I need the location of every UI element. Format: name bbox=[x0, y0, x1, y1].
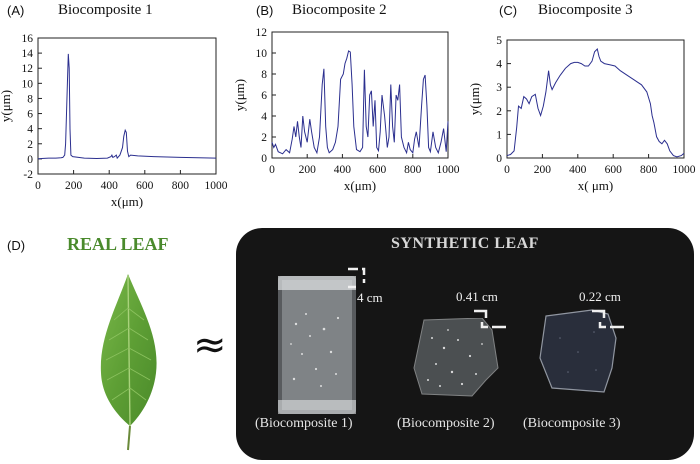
x-tick-label: 1000 bbox=[673, 164, 696, 176]
y-tick-label: 4 bbox=[261, 111, 267, 123]
panel-a-label: (A) bbox=[7, 3, 25, 18]
synthetic-leaf-title: SYNTHETIC LEAF bbox=[391, 235, 539, 252]
y-tick-label: 4 bbox=[496, 59, 502, 71]
x-tick-label: 1000 bbox=[205, 180, 228, 192]
profile-chart-biocomposite-1: 0 200 400 600 800 1000-20246810121416x(μm)y(μ… bbox=[0, 33, 228, 209]
y-tick-label: 8 bbox=[27, 93, 33, 105]
y-axis-label: y(μm) bbox=[232, 79, 247, 111]
x-tick-label: 400 bbox=[569, 164, 587, 176]
y-tick-label: 3 bbox=[496, 82, 502, 94]
scale-marker-1 bbox=[348, 267, 366, 289]
y-tick-label: 2 bbox=[496, 106, 502, 118]
y-tick-label: 4 bbox=[27, 124, 33, 136]
panel-b-label: (B) bbox=[256, 3, 274, 18]
y-tick-label: 1 bbox=[496, 129, 502, 141]
profile-chart-biocomposite-3: 0 200 400 600 800 1000 0 1 2 3 4 5 x( μm) y(μm) bbox=[467, 35, 696, 193]
x-tick-label: 600 bbox=[136, 180, 154, 192]
y-tick-label: 16 bbox=[22, 33, 34, 45]
x-tick-label: 400 bbox=[101, 180, 119, 192]
y-tick-label: 0 bbox=[261, 153, 267, 165]
y-tick-label: 12 bbox=[22, 63, 34, 75]
x-axis-label: x(μm) bbox=[344, 178, 376, 193]
biocomposite-2-dimension: 0.41 cm bbox=[456, 289, 498, 304]
x-tick-label: 800 bbox=[404, 164, 422, 176]
x-tick-label: 800 bbox=[640, 164, 658, 176]
x-tick-label: 0 bbox=[35, 180, 41, 192]
synthetic-leaf-photo: SYNTHETIC LEAF 4 cm 0.41 cm bbox=[236, 228, 694, 460]
panel-a-title: Biocomposite 1 bbox=[58, 2, 153, 18]
x-axis-label: x(μm) bbox=[111, 194, 143, 209]
panel-b-title: Biocomposite 2 bbox=[292, 2, 387, 18]
plot-frame bbox=[37, 37, 217, 175]
profile-chart-biocomposite-2: 0 200 400 600 800 1000 0 2 4 6 8 10 12 x(μm) y(μm) bbox=[232, 27, 460, 193]
y-tick-label: 0 bbox=[27, 154, 33, 166]
panel-c-label: (C) bbox=[499, 3, 518, 18]
panel-d-label: (D) bbox=[7, 238, 26, 253]
y-axis-label: y(μm) bbox=[0, 90, 13, 122]
y-tick-label: 2 bbox=[261, 132, 267, 144]
x-tick-label: 200 bbox=[65, 180, 83, 192]
scale-marker-2 bbox=[474, 309, 506, 329]
biocomposite-1-sample bbox=[278, 276, 356, 414]
biocomposite-1-dimension: 4 cm bbox=[357, 290, 383, 305]
approximately-equal-symbol: ≈ bbox=[193, 322, 227, 368]
x-tick-label: 0 bbox=[269, 164, 275, 176]
real-leaf-image bbox=[100, 274, 157, 451]
x-tick-label: 200 bbox=[534, 164, 552, 176]
y-tick-label: 0 bbox=[496, 153, 502, 165]
plot-frame bbox=[506, 39, 685, 159]
profile-series-line bbox=[506, 47, 685, 158]
y-tick-label: 6 bbox=[261, 90, 267, 102]
x-axis-label: x( μm) bbox=[578, 178, 614, 193]
y-tick-label: 2 bbox=[27, 139, 33, 151]
x-tick-label: 0 bbox=[504, 164, 510, 176]
plot-frame bbox=[271, 31, 449, 159]
y-tick-label: 10 bbox=[22, 78, 34, 90]
y-tick-label: 14 bbox=[22, 48, 34, 60]
biocomposite-3-dimension: 0.22 cm bbox=[579, 289, 621, 304]
y-tick-label: 12 bbox=[256, 27, 268, 39]
panel-c-title: Biocomposite 3 bbox=[538, 2, 633, 18]
x-tick-label: 800 bbox=[172, 180, 190, 192]
y-tick-label: 6 bbox=[27, 109, 33, 121]
y-tick-label: 10 bbox=[256, 48, 268, 60]
biocomposite-2-caption: (Biocomposite 2) bbox=[397, 416, 495, 431]
scale-marker-3 bbox=[592, 309, 624, 329]
y-tick-label: 8 bbox=[261, 69, 267, 81]
x-tick-label: 200 bbox=[299, 164, 317, 176]
y-tick-label: 5 bbox=[496, 35, 502, 47]
y-tick-label: -2 bbox=[23, 169, 33, 181]
biocomposite-3-caption: (Biocomposite 3) bbox=[523, 416, 621, 431]
x-tick-label: 600 bbox=[369, 164, 387, 176]
biocomposite-2-sample bbox=[413, 318, 499, 397]
real-leaf-label: REAL LEAF bbox=[67, 234, 169, 254]
profile-series-line bbox=[37, 53, 217, 160]
x-tick-label: 600 bbox=[605, 164, 623, 176]
profile-series-line bbox=[271, 50, 449, 155]
x-tick-label: 400 bbox=[334, 164, 352, 176]
y-axis-label: y(μm) bbox=[467, 83, 482, 115]
x-tick-label: 1000 bbox=[437, 164, 460, 176]
biocomposite-1-caption: (Biocomposite 1) bbox=[255, 416, 353, 431]
